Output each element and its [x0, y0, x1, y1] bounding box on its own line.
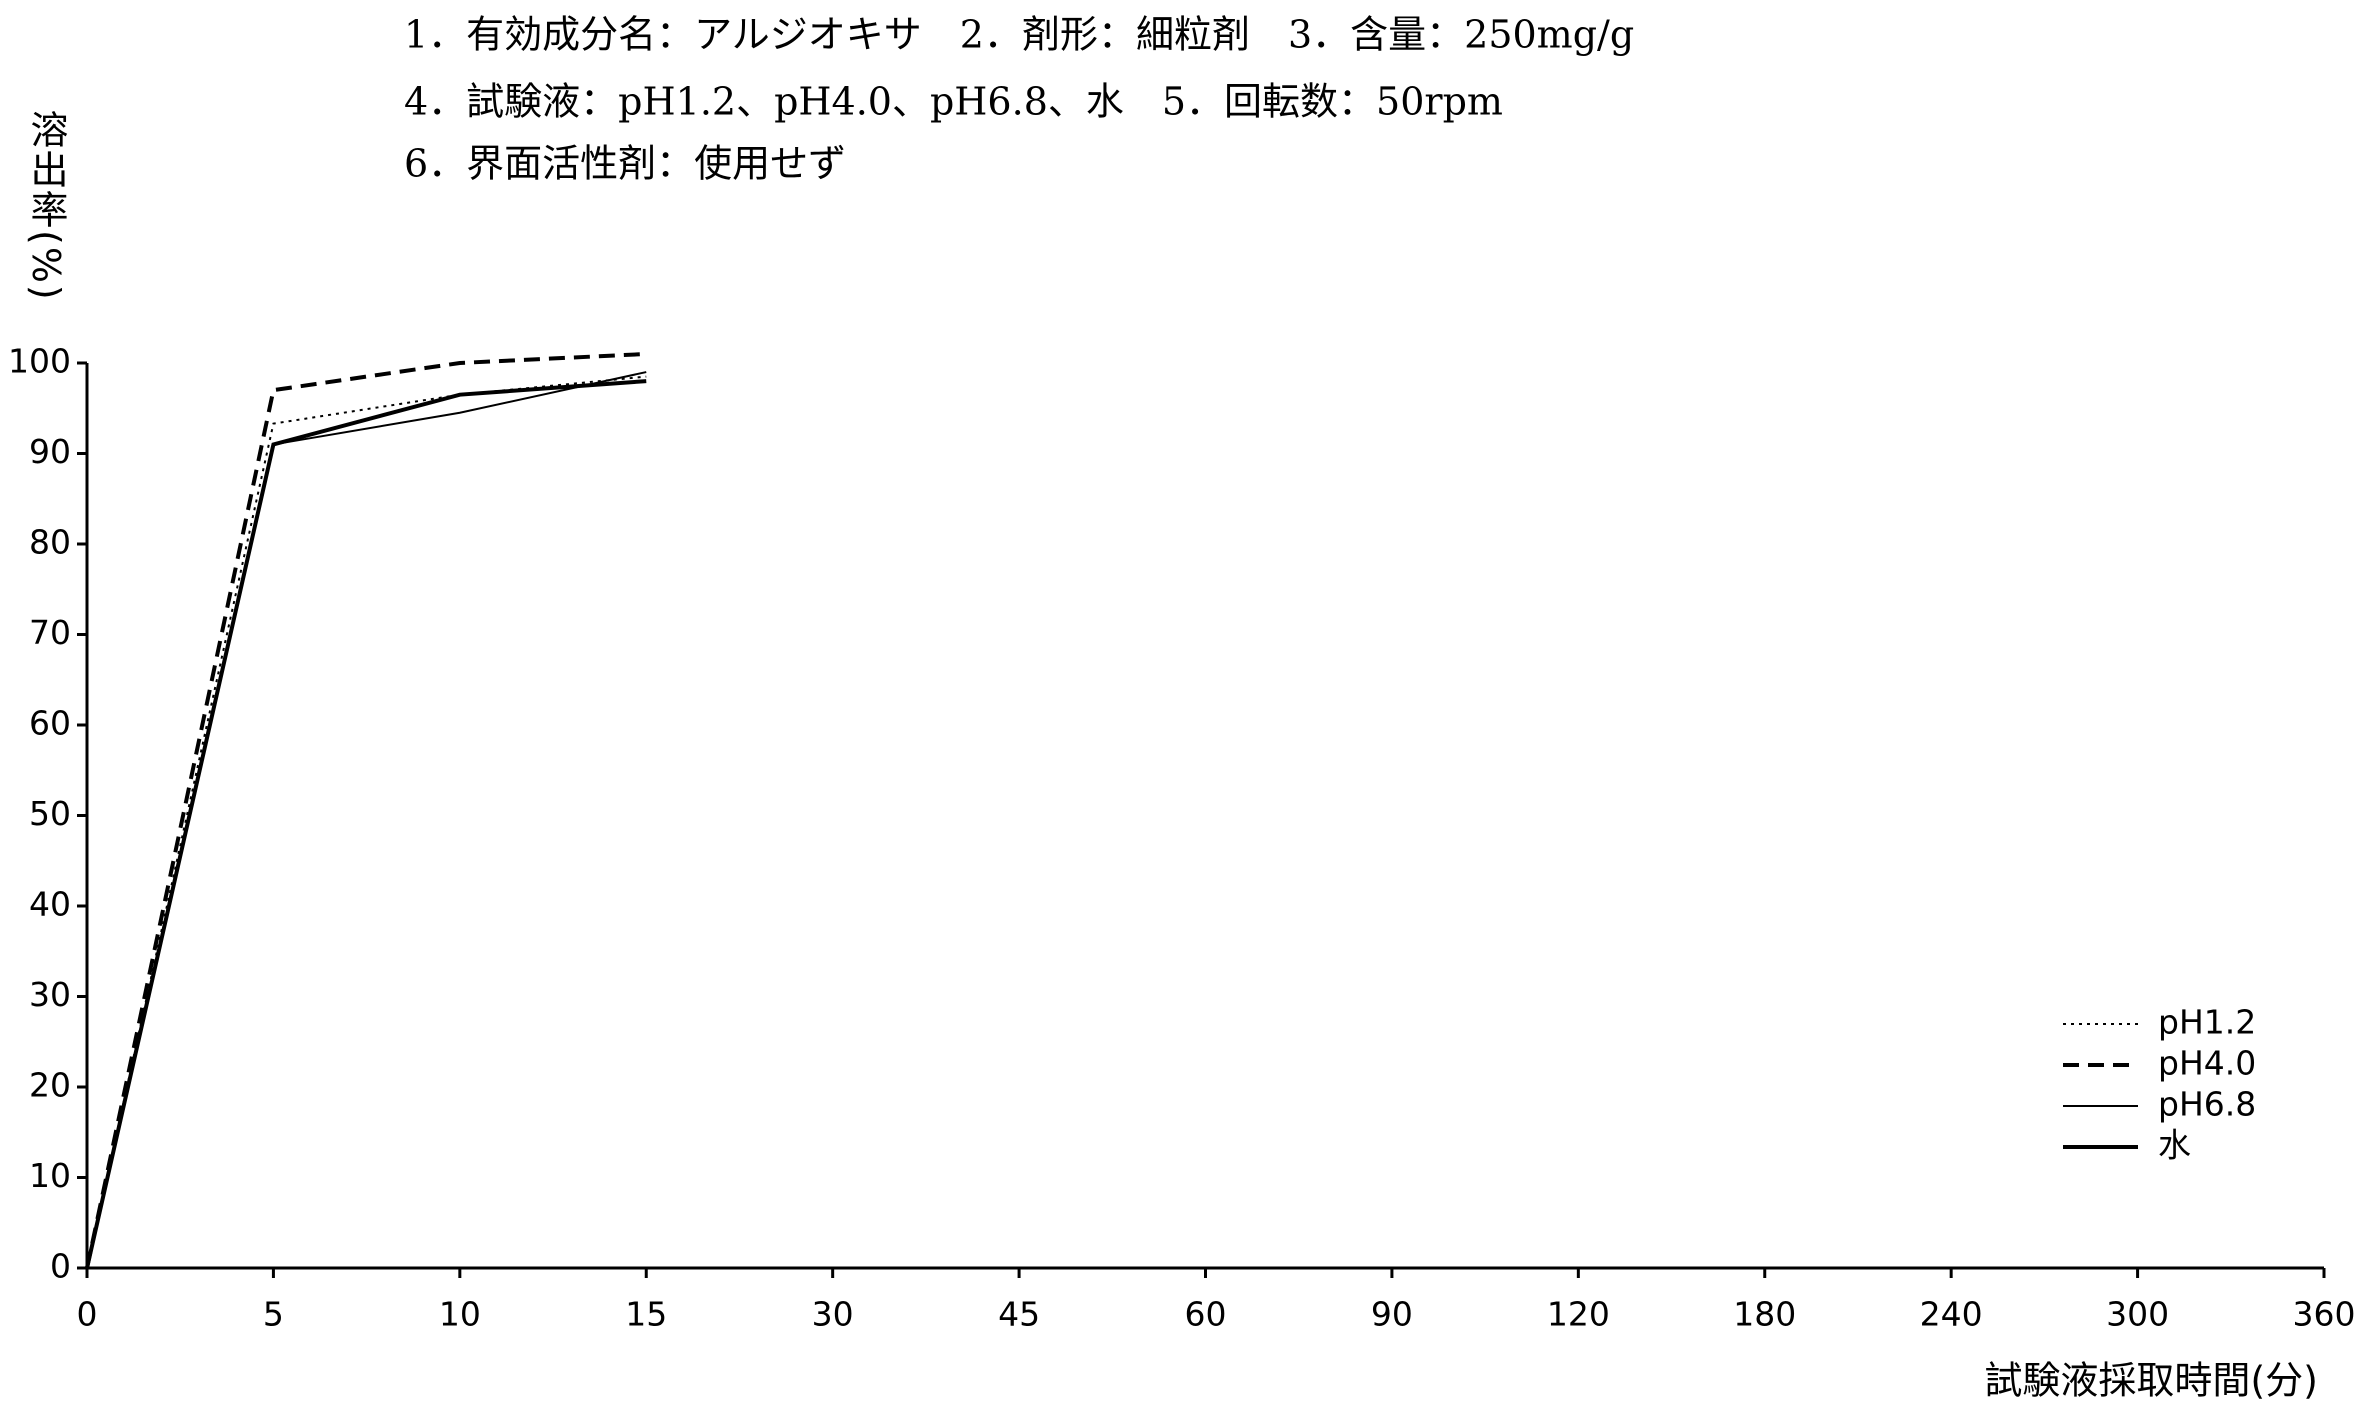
x-tick-label: 60: [1185, 1295, 1227, 1334]
y-tick-label: 30: [29, 975, 71, 1014]
x-tick-label: 30: [812, 1295, 854, 1334]
y-tick-label: 40: [29, 885, 71, 924]
legend-label: pH1.2: [2158, 1003, 2256, 1042]
title-line: 6．界面活性剤：使用せず: [404, 142, 846, 186]
series-line: [85, 351, 647, 1269]
x-tick-label: 300: [2106, 1295, 2169, 1334]
y-tick-label: 50: [29, 794, 71, 833]
x-tick-label: 10: [439, 1295, 481, 1334]
y-tick-label: 10: [29, 1156, 71, 1195]
legend-label: 水: [2158, 1126, 2191, 1165]
y-tick-label: 20: [29, 1066, 71, 1105]
x-tick-label: 90: [1371, 1295, 1413, 1334]
series-line: [86, 375, 647, 1269]
x-tick-label: 180: [1733, 1295, 1796, 1334]
x-tick-label: 5: [263, 1295, 284, 1334]
y-tick-label: 80: [29, 523, 71, 562]
y-tick-label: 60: [29, 704, 71, 743]
y-tick-label: 0: [50, 1247, 71, 1286]
legend-label: pH6.8: [2158, 1085, 2256, 1124]
x-tick-label: 15: [625, 1295, 667, 1334]
x-tick-label: 0: [77, 1295, 98, 1334]
x-tick-label: 240: [1920, 1295, 1983, 1334]
x-tick-label: 45: [998, 1295, 1040, 1334]
y-tick-label: 70: [29, 613, 71, 652]
y-axis-label: 溶出率(%): [24, 110, 68, 302]
x-tick-label: 120: [1547, 1295, 1610, 1334]
x-axis-label: 試験液採取時間(分): [1984, 1359, 2318, 1403]
y-tick-label: 90: [29, 432, 71, 471]
x-tick-label: 360: [2293, 1295, 2356, 1334]
title-line: 4．試験液：pH1.2、pH4.0、pH6.8、水 5．回転数：50rpm: [404, 80, 1503, 124]
series-line: [86, 371, 647, 1269]
y-tick-label: 100: [8, 342, 71, 381]
title-line: 1．有効成分名：アルジオキサ 2．剤形：細粒剤 3．含量：250mg/g: [404, 13, 1634, 57]
legend-label: pH4.0: [2158, 1044, 2256, 1083]
series-line: [85, 379, 647, 1269]
